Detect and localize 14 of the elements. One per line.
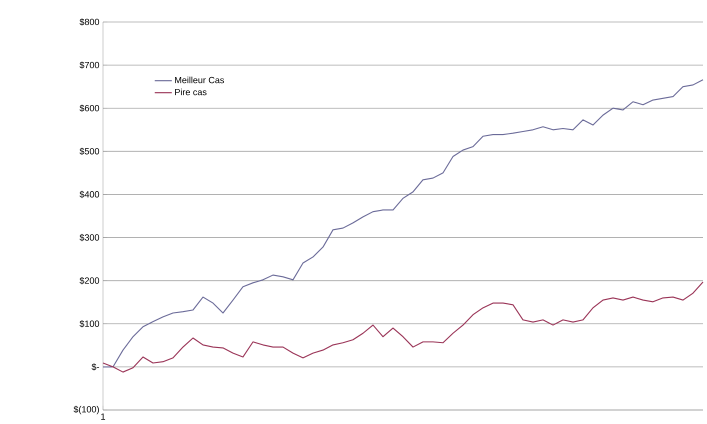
y-tick-label: $400 xyxy=(80,190,100,198)
line-series xyxy=(102,281,704,373)
y-tick-label: $- xyxy=(92,363,100,371)
y-tick-label: $100 xyxy=(80,320,100,328)
y-tick-label: $800 xyxy=(80,18,100,26)
y-tick-label: $600 xyxy=(80,104,100,112)
y-tick-label: $700 xyxy=(80,61,100,69)
y-tick-label: $300 xyxy=(80,234,100,242)
y-tick-label: $500 xyxy=(80,148,100,155)
y-tick-label: $200 xyxy=(80,277,100,284)
legend-label: Pire cas xyxy=(175,88,207,96)
y-tick-label: $(100) xyxy=(74,406,99,414)
x-tick-label: 1 xyxy=(101,414,106,420)
legend-label: Meilleur Cas xyxy=(175,76,224,84)
